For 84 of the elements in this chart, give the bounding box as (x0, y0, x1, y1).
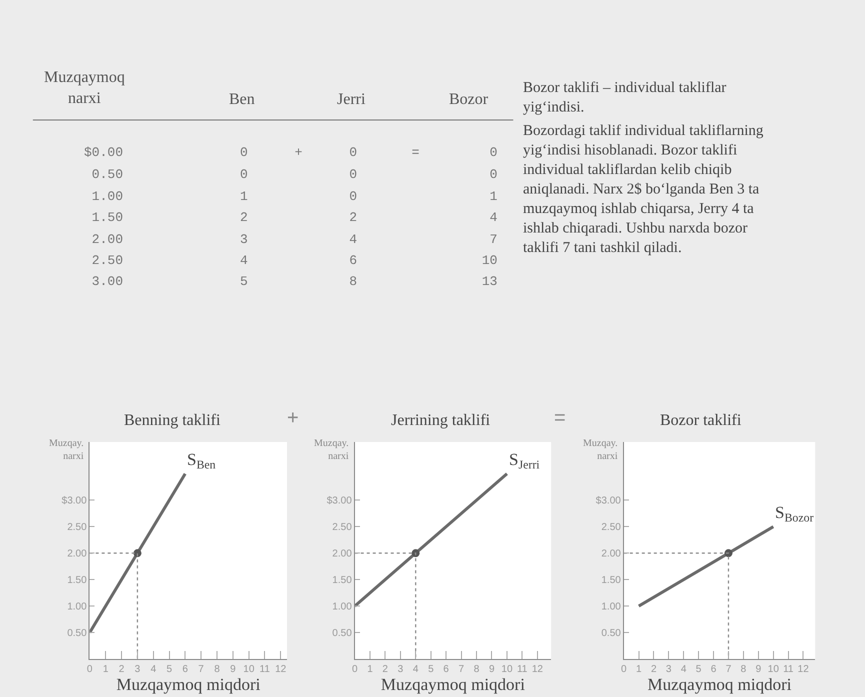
x-tick-label: 0 (621, 664, 628, 675)
text: Bozordagi taklif individual takliflarning yig‘indisi hisoblanadi. Bozor taklifi individual takliflardan kelib chiqib aniqlanadi. Narx 2$ bo‘lganda Ben 3 ta muzqaymoq ishlab chiqarsa, Jerry 4 ta ishlab chiqaradi. Ushbu narxda bozor taklifi 7 tani tashkil qiladi. (523, 123, 764, 256)
text: $0.00 0 + 0 = 0 (45, 145, 498, 160)
x-tick-label: 10 (501, 664, 513, 675)
y-axis-title: Muzqay. narxi (314, 438, 349, 462)
text: 1.00 1 0 1 (45, 189, 498, 204)
y-tick-label: 0.50 (332, 628, 352, 640)
x-tick-label: 2 (650, 664, 657, 675)
x-tick-label: 8 (474, 664, 480, 675)
x-tick-label: 10 (768, 664, 780, 675)
x-tick-label: 5 (166, 664, 172, 675)
x-tick-label: 7 (198, 664, 204, 675)
chart-title: Bozor taklifi (660, 412, 742, 429)
y-tick-label: 1.50 (67, 575, 88, 586)
text: Jerri (337, 91, 366, 108)
y-axis-title: Muzqay. narxi (49, 438, 84, 462)
x-tick-label: 6 (443, 664, 450, 675)
y-tick-label: 1.50 (601, 575, 622, 586)
y-tick-label: 2.50 (601, 522, 622, 534)
x-tick-label: 0 (352, 664, 358, 675)
x-tick-label: 4 (412, 664, 419, 675)
x-tick-label: 12 (532, 664, 544, 675)
x-tick-label: 12 (275, 664, 287, 675)
text: Bozor (449, 91, 489, 108)
x-tick-label: 5 (428, 664, 434, 675)
x-axis-title: Muzqaymoq miqdori (648, 675, 792, 694)
annotation: S$_{Jerri}$ (509, 450, 540, 472)
text: Muzqaymoq narxi (44, 69, 125, 107)
x-tick-label: 9 (488, 664, 495, 675)
y-tick-label: 2.00 (332, 548, 352, 560)
x-tick-label: 1 (367, 664, 374, 675)
x-tick-label: 10 (243, 664, 255, 675)
annotation: S$_{Bozor}$ (775, 503, 814, 525)
x-tick-label: 9 (230, 664, 236, 675)
y-tick-label: 2.00 (601, 548, 622, 560)
text: Ben (229, 91, 255, 108)
x-tick-label: 8 (740, 664, 747, 675)
x-tick-label: 7 (726, 664, 732, 675)
x-tick-label: 4 (680, 664, 687, 675)
y-tick-label: 1.00 (601, 602, 622, 613)
x-tick-label: 1 (102, 664, 109, 675)
y-tick-label: 1.50 (332, 575, 352, 586)
text: 3.00 5 8 13 (45, 274, 498, 289)
y-tick-label: 2.50 (67, 522, 88, 534)
x-axis-title: Muzqaymoq miqdori (380, 675, 526, 694)
x-tick-label: 5 (696, 664, 702, 675)
y-tick-label: 0.50 (67, 628, 88, 640)
x-tick-label: 2 (382, 664, 388, 675)
x-tick-label: 11 (516, 664, 528, 675)
text: 1.50 2 2 4 (45, 210, 498, 225)
x-tick-label: 8 (214, 664, 220, 675)
x-tick-label: 0 (86, 664, 93, 675)
y-tick-label: $3.00 (596, 496, 622, 507)
x-tick-label: 12 (798, 664, 810, 675)
y-tick-label: 0.50 (601, 628, 622, 640)
y-tick-label: 1.00 (67, 602, 88, 613)
x-tick-label: 11 (260, 664, 270, 675)
x-tick-label: 3 (666, 664, 672, 675)
text: 2.00 3 4 7 (45, 232, 498, 247)
chart-title: Benning taklifi (124, 412, 221, 429)
chart-title: Jerrining taklifi (391, 412, 491, 429)
y-tick-label: $3.00 (62, 496, 88, 507)
x-tick-label: 7 (458, 664, 465, 675)
x-tick-label: 4 (150, 664, 157, 675)
x-tick-label: 3 (134, 664, 141, 675)
text: = (554, 407, 566, 429)
x-tick-label: 1 (636, 664, 642, 675)
x-tick-label: 9 (756, 664, 762, 675)
y-tick-label: 1.00 (332, 602, 352, 613)
annotation: S$_{Ben}$ (187, 450, 216, 472)
x-tick-label: 11 (783, 664, 794, 675)
text: 2.50 4 6 10 (45, 253, 498, 268)
y-tick-label: $3.00 (326, 496, 352, 507)
x-tick-label: 3 (398, 664, 404, 675)
y-tick-label: 2.00 (67, 548, 88, 560)
text: + (287, 407, 299, 429)
text: Bozor taklifi – individual takliflar yig‘indisi. (523, 80, 726, 116)
text: 0.50 0 0 0 (45, 167, 498, 182)
x-tick-label: 6 (710, 664, 717, 675)
x-axis-title: Muzqaymoq miqdori (116, 675, 261, 694)
y-axis-title: Muzqay. narxi (583, 438, 618, 462)
y-tick-label: 2.50 (332, 522, 352, 534)
x-tick-label: 2 (118, 664, 125, 675)
x-tick-label: 6 (182, 664, 188, 675)
